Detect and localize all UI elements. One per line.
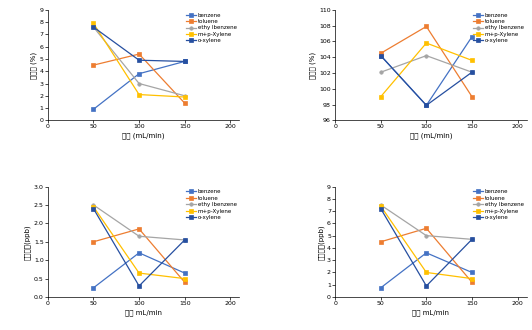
- toluene: [423, 226, 429, 230]
- o-xylene: [378, 54, 384, 58]
- benzene: [469, 271, 475, 275]
- Legend: benzene, toluene, ethy lbenzene, m+p-Xylene, o-xylene: benzene, toluene, ethy lbenzene, m+p-Xyl…: [185, 188, 238, 221]
- m+p-Xylene: [90, 205, 97, 209]
- ethy lbenzene: [469, 70, 475, 74]
- toluene: [181, 101, 188, 105]
- Y-axis label: 정확도 (%): 정확도 (%): [310, 51, 317, 79]
- o-xylene: [181, 238, 188, 242]
- toluene: [469, 280, 475, 284]
- m+p-Xylene: [423, 271, 429, 275]
- Line: o-xylene: o-xylene: [379, 54, 473, 107]
- ethy lbenzene: [181, 238, 188, 242]
- Line: m+p-Xylene: m+p-Xylene: [92, 205, 186, 280]
- o-xylene: [90, 207, 97, 211]
- Legend: benzene, toluene, ethy lbenzene, m+p-Xylene, o-xylene: benzene, toluene, ethy lbenzene, m+p-Xyl…: [185, 12, 238, 44]
- benzene: [90, 107, 97, 111]
- Line: o-xylene: o-xylene: [379, 207, 473, 288]
- benzene: [181, 271, 188, 275]
- ethy lbenzene: [469, 237, 475, 241]
- benzene: [469, 35, 475, 39]
- toluene: [90, 63, 97, 67]
- Line: m+p-Xylene: m+p-Xylene: [92, 22, 186, 99]
- benzene: [90, 286, 97, 290]
- Line: o-xylene: o-xylene: [92, 207, 186, 288]
- m+p-Xylene: [469, 277, 475, 280]
- o-xylene: [181, 59, 188, 63]
- toluene: [423, 24, 429, 28]
- X-axis label: 유량 mL/min: 유량 mL/min: [412, 309, 450, 315]
- Y-axis label: 검출한계(ppb): 검출한계(ppb): [24, 224, 31, 260]
- ethy lbenzene: [136, 82, 142, 85]
- o-xylene: [423, 284, 429, 288]
- ethy lbenzene: [181, 94, 188, 98]
- Line: toluene: toluene: [92, 52, 186, 105]
- o-xylene: [423, 103, 429, 107]
- X-axis label: 유량 mL/min: 유량 mL/min: [125, 309, 162, 315]
- Line: m+p-Xylene: m+p-Xylene: [379, 41, 473, 98]
- m+p-Xylene: [423, 41, 429, 45]
- X-axis label: 유량 (mL/min): 유량 (mL/min): [410, 132, 452, 139]
- ethy lbenzene: [90, 203, 97, 207]
- m+p-Xylene: [469, 58, 475, 62]
- benzene: [378, 286, 384, 290]
- Line: benzene: benzene: [379, 35, 473, 107]
- m+p-Xylene: [181, 95, 188, 99]
- m+p-Xylene: [136, 271, 142, 275]
- toluene: [469, 95, 475, 99]
- Line: ethy lbenzene: ethy lbenzene: [92, 203, 186, 242]
- benzene: [423, 251, 429, 255]
- Line: benzene: benzene: [379, 251, 473, 289]
- Line: toluene: toluene: [92, 227, 186, 284]
- Line: ethy lbenzene: ethy lbenzene: [379, 54, 473, 74]
- benzene: [423, 103, 429, 107]
- Y-axis label: 정밀도 (%): 정밀도 (%): [30, 51, 37, 79]
- o-xylene: [136, 284, 142, 288]
- Line: ethy lbenzene: ethy lbenzene: [379, 203, 473, 241]
- toluene: [378, 51, 384, 55]
- ethy lbenzene: [423, 234, 429, 238]
- toluene: [378, 240, 384, 244]
- m+p-Xylene: [378, 95, 384, 99]
- m+p-Xylene: [181, 277, 188, 280]
- Legend: benzene, toluene, ethy lbenzene, m+p-Xylene, o-xylene: benzene, toluene, ethy lbenzene, m+p-Xyl…: [472, 12, 525, 44]
- benzene: [136, 251, 142, 255]
- ethy lbenzene: [90, 25, 97, 29]
- o-xylene: [378, 207, 384, 211]
- toluene: [136, 52, 142, 56]
- Line: toluene: toluene: [379, 227, 473, 284]
- benzene: [378, 54, 384, 58]
- o-xylene: [90, 25, 97, 29]
- Line: benzene: benzene: [92, 251, 186, 289]
- Line: m+p-Xylene: m+p-Xylene: [379, 205, 473, 280]
- o-xylene: [136, 58, 142, 62]
- m+p-Xylene: [136, 93, 142, 97]
- benzene: [136, 72, 142, 76]
- o-xylene: [469, 237, 475, 241]
- toluene: [136, 227, 142, 231]
- Y-axis label: 정량한계(ppb): 정량한계(ppb): [318, 224, 324, 260]
- toluene: [90, 240, 97, 244]
- Line: benzene: benzene: [92, 60, 186, 111]
- m+p-Xylene: [90, 21, 97, 25]
- toluene: [181, 280, 188, 284]
- Line: toluene: toluene: [379, 25, 473, 98]
- Line: o-xylene: o-xylene: [92, 25, 186, 63]
- ethy lbenzene: [378, 70, 384, 74]
- ethy lbenzene: [423, 54, 429, 58]
- Line: ethy lbenzene: ethy lbenzene: [92, 25, 186, 98]
- X-axis label: 유량 (mL/min): 유량 (mL/min): [122, 132, 165, 139]
- benzene: [181, 59, 188, 63]
- ethy lbenzene: [136, 234, 142, 238]
- ethy lbenzene: [378, 203, 384, 207]
- Legend: benzene, toluene, ethy lbenzene, m+p-Xylene, o-xylene: benzene, toluene, ethy lbenzene, m+p-Xyl…: [472, 188, 525, 221]
- o-xylene: [469, 70, 475, 74]
- m+p-Xylene: [378, 204, 384, 208]
